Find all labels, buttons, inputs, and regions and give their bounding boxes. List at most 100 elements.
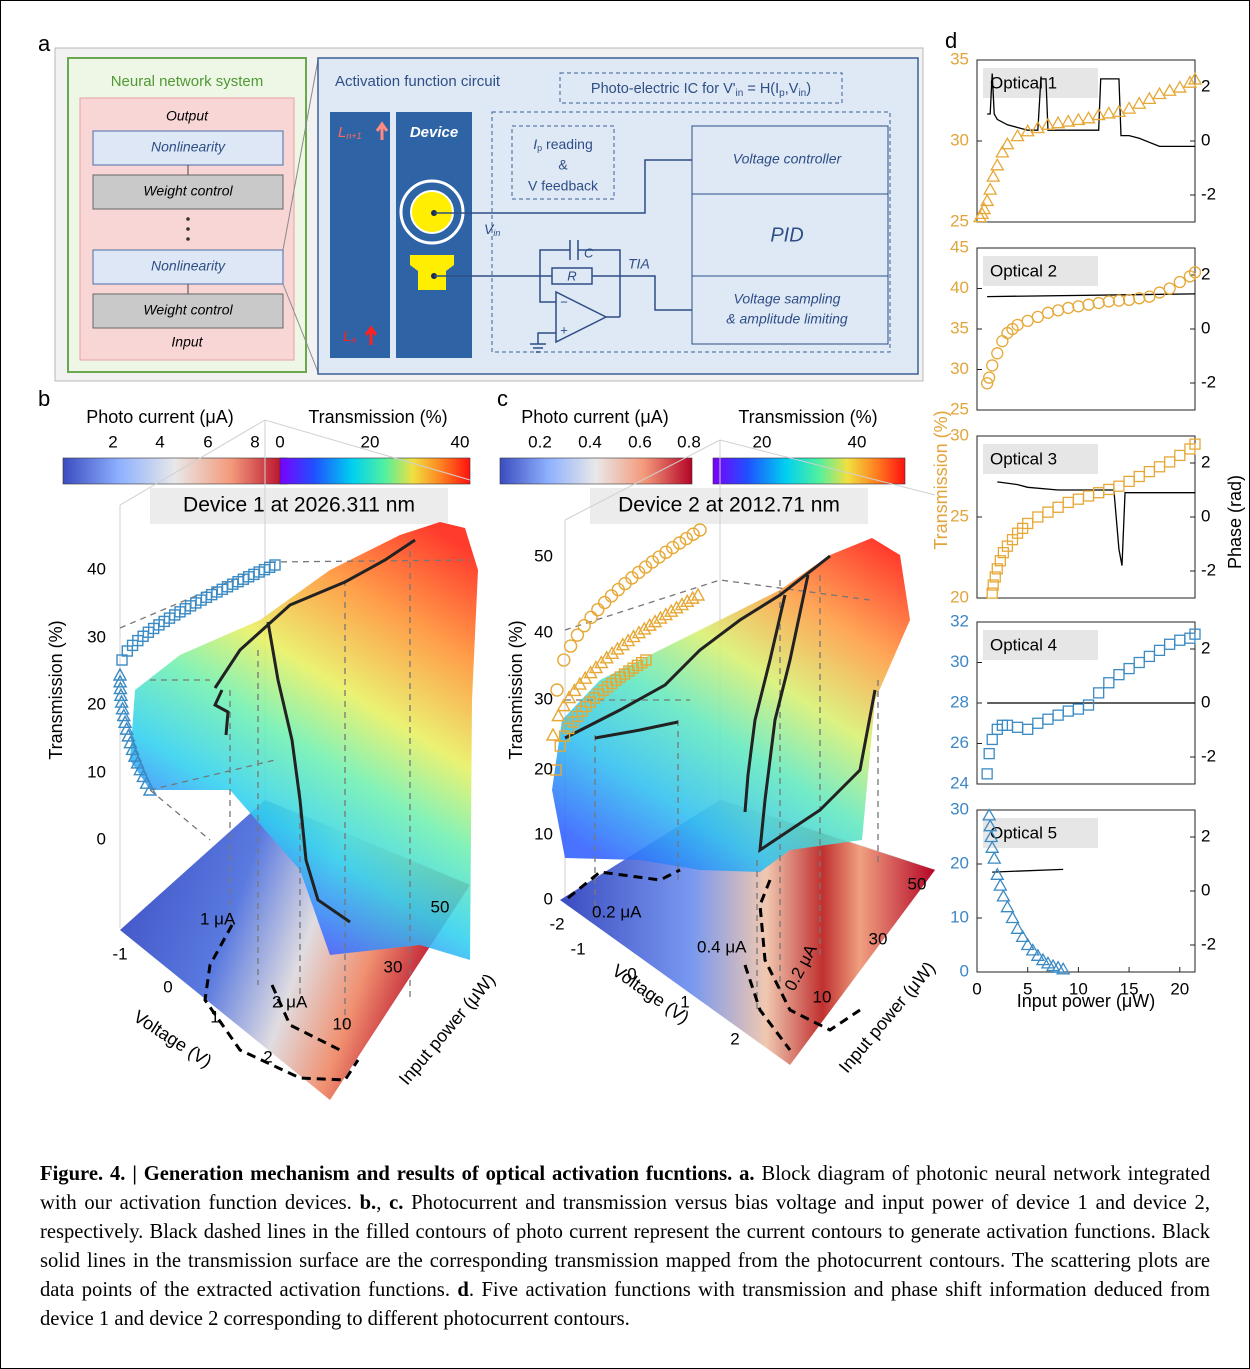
panel-label: b xyxy=(38,386,50,411)
marker xyxy=(1025,943,1040,956)
marker xyxy=(1093,687,1105,699)
marker xyxy=(994,555,1006,567)
y-tick-label: 10 xyxy=(333,1014,352,1033)
scatter-glyph xyxy=(604,589,619,603)
scatter-glyph xyxy=(591,602,605,617)
marker xyxy=(1091,107,1106,121)
scatter-glyph xyxy=(685,590,700,604)
sampling-label: Voltage sampling xyxy=(734,291,841,307)
title-box xyxy=(590,488,868,524)
colorbar-label: Transmission (%) xyxy=(308,407,447,427)
marker xyxy=(1101,106,1116,119)
marker xyxy=(1113,669,1125,681)
text-run: in xyxy=(736,88,744,99)
scatter-glyph xyxy=(563,722,575,735)
text-run: I xyxy=(533,136,537,152)
marker xyxy=(991,347,1004,360)
z-tick-label: 30 xyxy=(87,627,106,646)
y-tick-label: 32 xyxy=(950,611,969,630)
title-box xyxy=(150,488,448,524)
text-run: n+1 xyxy=(346,131,361,141)
caption-text: Block diagram of photonic neural network… xyxy=(40,1163,1210,1214)
colorbar-tick-label: 6 xyxy=(203,432,212,451)
ic-region xyxy=(491,111,891,353)
marker xyxy=(980,377,994,390)
marker xyxy=(1143,650,1156,663)
subplot-title-box xyxy=(983,630,1098,660)
colorbar-label: Transmission (%) xyxy=(738,407,877,427)
device-label: Device xyxy=(410,124,458,141)
y-tick-label: 25 xyxy=(950,506,969,525)
marker xyxy=(985,840,1000,853)
zoom-line xyxy=(282,59,319,251)
scatter-glyph xyxy=(113,681,128,695)
x-tick-label: 5 xyxy=(1023,979,1032,998)
scatter-glyph xyxy=(112,674,128,688)
marker xyxy=(980,193,995,207)
ellipsis-dot xyxy=(186,217,190,221)
colorbar-tick-label: 4 xyxy=(155,432,164,451)
weight-box xyxy=(92,174,284,210)
system-title: Neural network system xyxy=(111,73,264,90)
marker xyxy=(1143,290,1156,303)
y2-tick-label: 2 xyxy=(1201,452,1210,471)
wire xyxy=(606,275,692,318)
marker xyxy=(981,768,993,780)
colorbar-tick-label: 0.2 xyxy=(528,432,552,451)
y-axis-label: Input power (μW) xyxy=(395,970,499,1089)
ring-resonator xyxy=(399,179,465,245)
shape xyxy=(594,720,679,740)
text-run: = H(I xyxy=(743,81,779,97)
plus-sign: + xyxy=(560,322,568,337)
scatter-glyph xyxy=(114,694,129,708)
plot-title: Device 2 at 2012.71 nm xyxy=(618,494,840,517)
y2-tick-label: 0 xyxy=(1201,506,1210,525)
marker xyxy=(986,359,999,372)
scatter-glyph xyxy=(640,654,652,666)
marker xyxy=(1162,83,1177,96)
colorbar xyxy=(279,457,471,485)
text-run: reading xyxy=(542,136,593,152)
feedback-box xyxy=(511,125,615,200)
z-tick-label: 40 xyxy=(534,622,553,641)
shape xyxy=(213,689,230,736)
scatter-glyph xyxy=(584,610,598,625)
scatter-glyph xyxy=(113,687,129,701)
arrow xyxy=(364,325,378,345)
scatter-glyph xyxy=(690,587,706,601)
z-tick-label: 30 xyxy=(534,689,553,708)
output-label: Output xyxy=(166,108,209,124)
x-tick-label: 2 xyxy=(263,1047,272,1066)
y2-tick-label: -2 xyxy=(1201,934,1216,953)
y-tick-label: 30 xyxy=(950,799,969,818)
marker xyxy=(984,829,999,843)
marker xyxy=(983,747,995,760)
shape xyxy=(270,984,341,1052)
marker xyxy=(1188,266,1202,279)
scatter-glyph xyxy=(584,696,596,708)
y-tick-label: 26 xyxy=(950,733,969,752)
marker xyxy=(987,851,1002,864)
scatter-glyph xyxy=(637,621,652,635)
layer-column xyxy=(330,112,390,358)
scatter-glyph xyxy=(116,708,131,722)
caption: Figure. 4. | Generation mechanism and re… xyxy=(40,1160,1210,1334)
x-tick-label: 1 xyxy=(210,1007,219,1026)
phase-line xyxy=(987,293,1196,298)
circuit-title: Activation function circuit xyxy=(335,73,501,90)
marker xyxy=(1021,314,1034,328)
scatter-glyph xyxy=(610,674,622,686)
figure: a Neural network system Output Nonlinear… xyxy=(38,28,1245,1100)
shape xyxy=(213,538,416,689)
shape xyxy=(758,879,861,1032)
caption-bold: b. xyxy=(359,1192,377,1214)
contour-label: 0.2 μA xyxy=(592,902,642,921)
vin-label: Vin xyxy=(484,221,500,239)
x-axis-label: Input power (μW) xyxy=(1017,991,1155,1011)
colorbar-tick-label: 20 xyxy=(753,432,772,451)
and-label: & xyxy=(558,157,568,173)
marker xyxy=(990,157,1005,171)
scatter-glyph xyxy=(642,617,657,631)
wires xyxy=(434,159,692,353)
subplot-title: Optical 3 xyxy=(990,449,1057,468)
